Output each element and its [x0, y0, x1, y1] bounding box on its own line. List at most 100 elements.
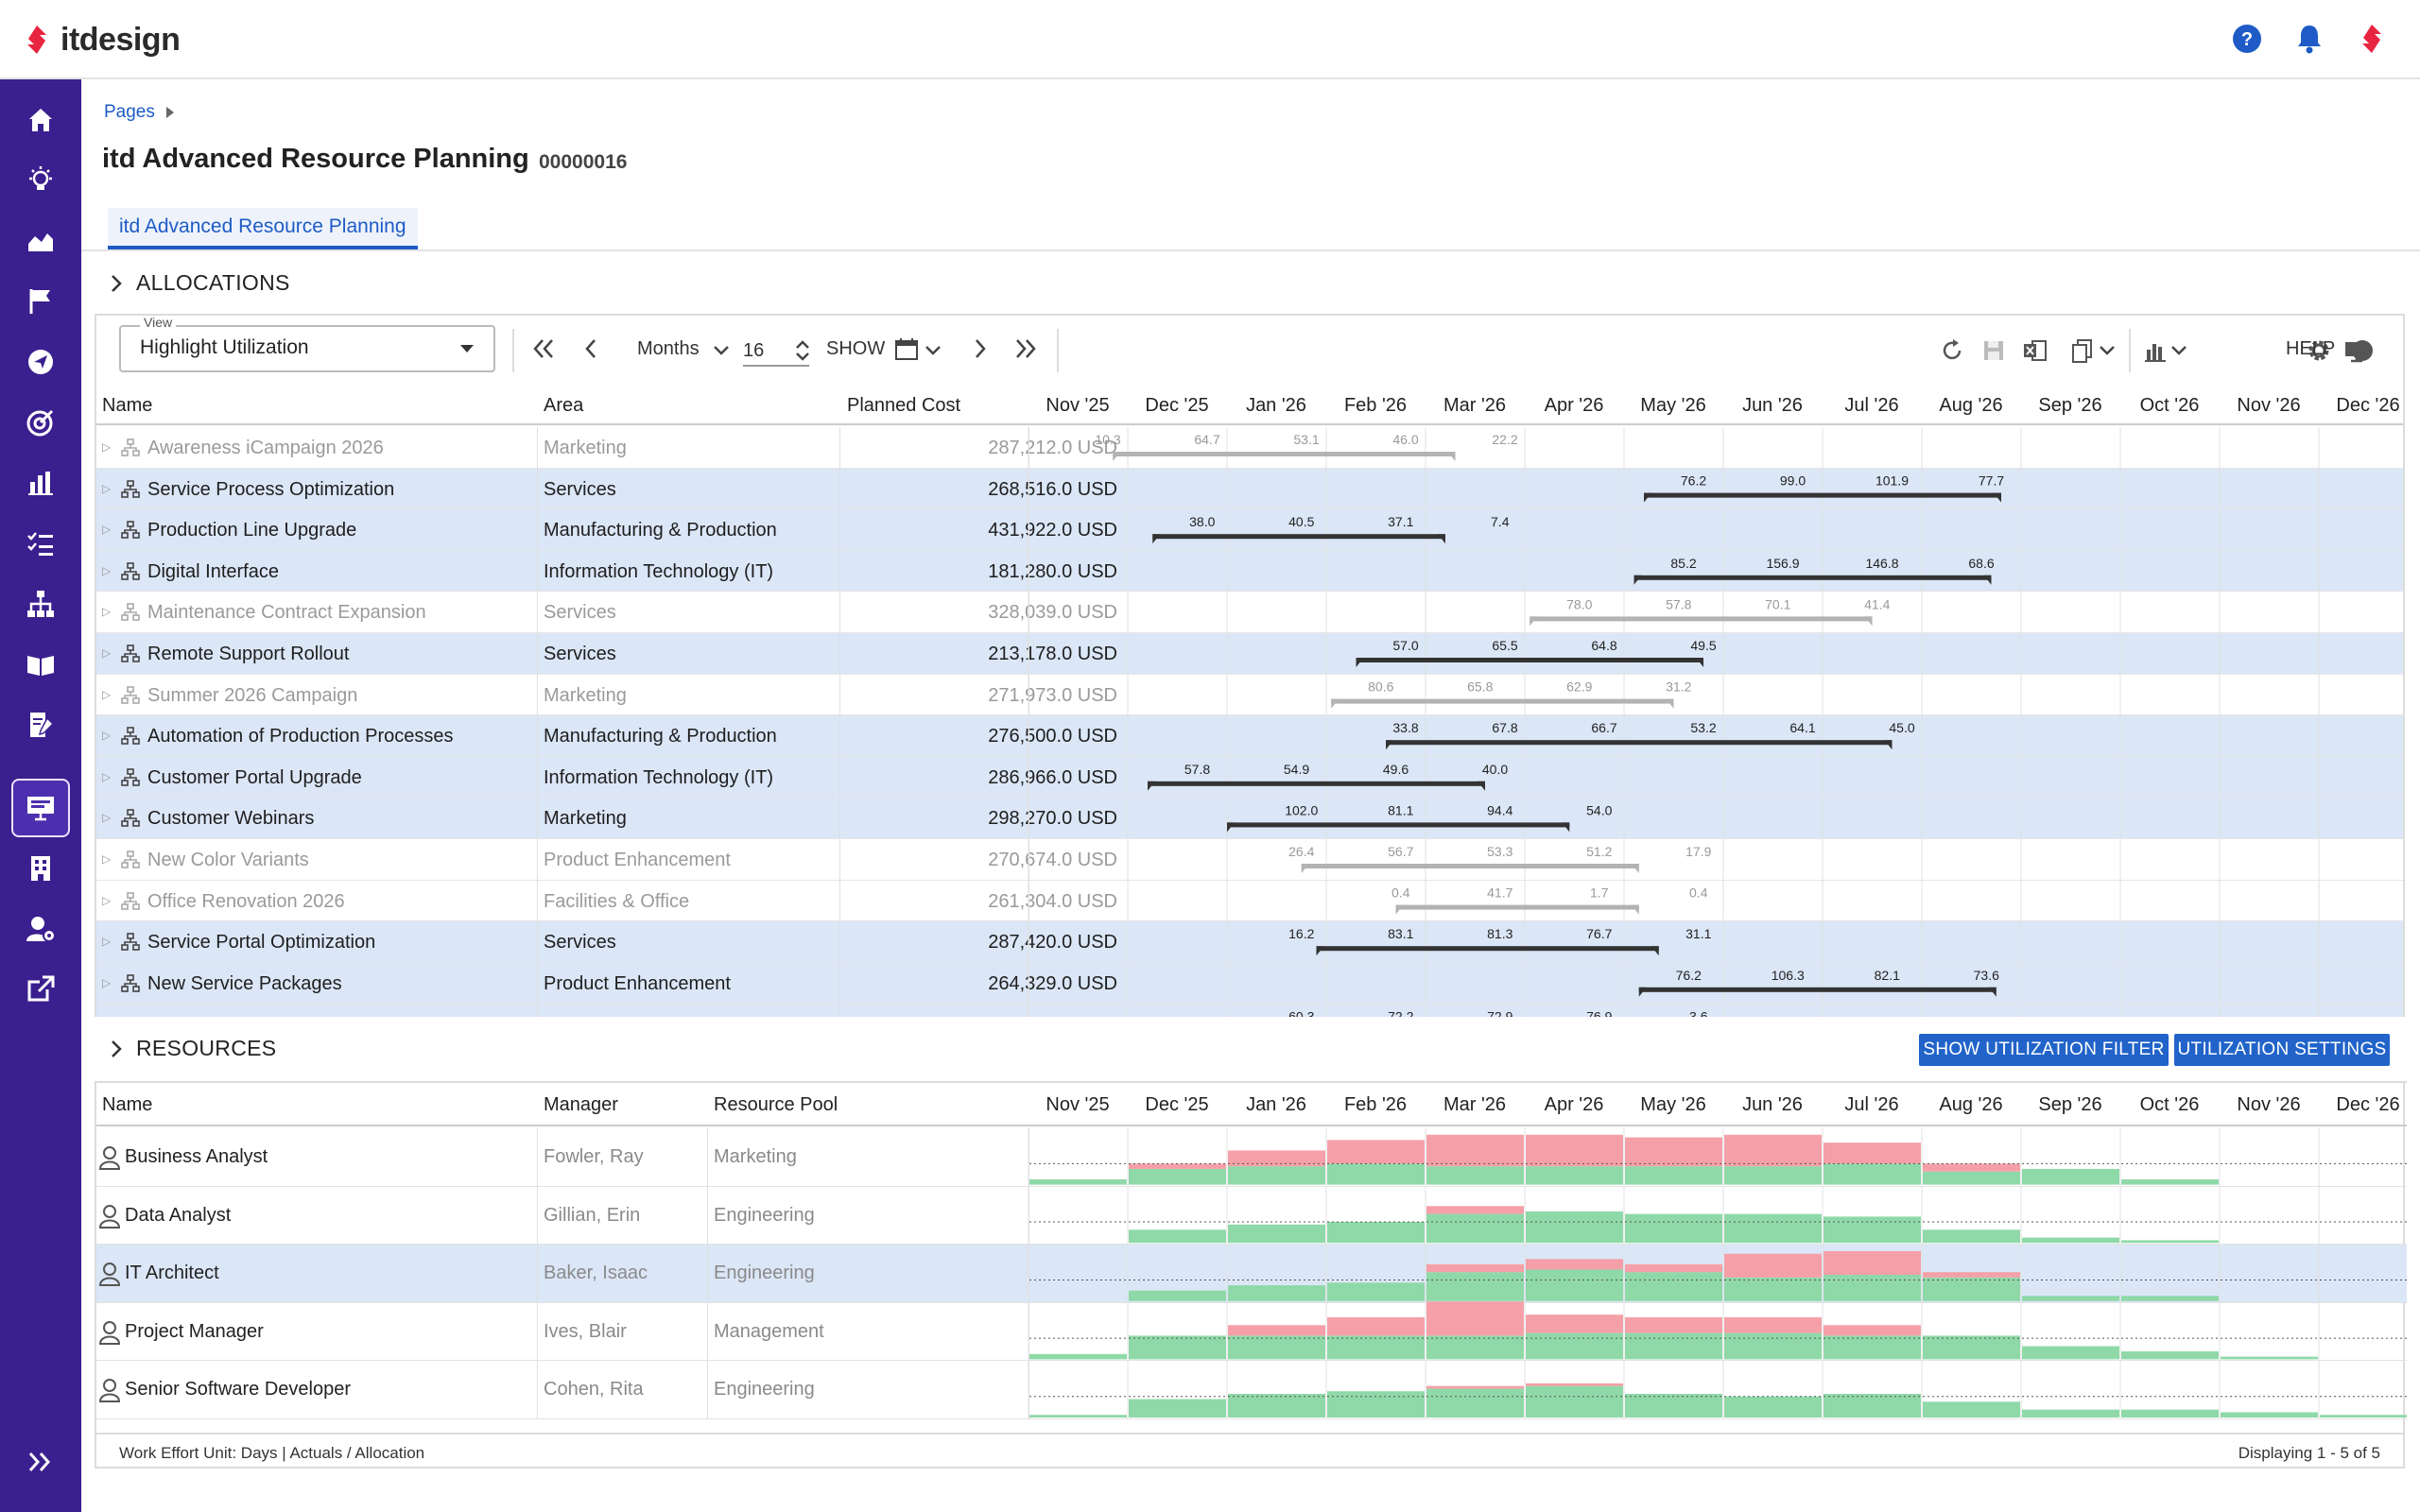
gantt-bar[interactable]: [1638, 987, 1996, 997]
sidebar-ideas[interactable]: [19, 159, 62, 202]
gantt-bar[interactable]: [1148, 781, 1485, 791]
present-screen-icon[interactable]: [2342, 336, 2371, 365]
sidebar-knowledge[interactable]: [19, 643, 62, 686]
save-icon[interactable]: [1979, 336, 2008, 365]
resource-name[interactable]: Data Analyst: [125, 1204, 232, 1226]
allocation-name[interactable]: Production Line Upgrade: [147, 520, 357, 541]
expand-caret-icon[interactable]: ▷: [102, 440, 112, 454]
column-header-resource-pool[interactable]: Resource Pool: [714, 1094, 838, 1115]
allocation-name[interactable]: Service Portal Optimization: [147, 932, 376, 954]
allocations-section-header[interactable]: ALLOCATIONS: [110, 270, 290, 296]
expand-caret-icon[interactable]: ▷: [102, 605, 112, 619]
allocation-row[interactable]: ▷ Service Process Optimization Services 268…: [96, 468, 2403, 510]
expand-caret-icon[interactable]: ▷: [102, 687, 112, 701]
expand-caret-icon[interactable]: ▷: [102, 769, 112, 783]
sidebar-resource-planning[interactable]: [11, 779, 70, 837]
settings-gear-icon[interactable]: [2305, 336, 2333, 365]
expand-caret-icon[interactable]: ▷: [102, 975, 112, 989]
allocation-row[interactable]: ▷ Summer 2026 Campaign Marketing 271,973.0 …: [96, 675, 2403, 716]
help-icon[interactable]: ?: [2227, 19, 2267, 59]
notifications-bell-icon[interactable]: [2290, 19, 2329, 59]
calendar-icon[interactable]: [892, 335, 921, 363]
first-page-icon[interactable]: [529, 335, 558, 363]
allocation-row[interactable]: ▷ Remote Support Rollout Services 213,178.0…: [96, 633, 2403, 675]
allocation-name[interactable]: Office Renovation 2026: [147, 890, 345, 912]
period-count-input[interactable]: 16: [743, 340, 765, 361]
last-page-icon[interactable]: [1011, 335, 1040, 363]
sidebar-reports[interactable]: [19, 461, 62, 505]
resource-row[interactable]: Project Manager Ives, Blair Management: [96, 1303, 2407, 1362]
allocation-row[interactable]: ▷ Awareness iCampaign 2026 Marketing 287,21…: [96, 427, 2403, 469]
allocation-row[interactable]: ▷ Automation of Production Processes Manuf…: [96, 715, 2403, 757]
gantt-bar[interactable]: [1530, 616, 1873, 627]
help-label[interactable]: HELP: [2286, 338, 2336, 359]
view-select[interactable]: View Highlight Utilization: [119, 316, 495, 372]
next-page-icon[interactable]: [966, 335, 994, 363]
allocation-name[interactable]: Customer Webinars: [147, 808, 315, 830]
sidebar-expand[interactable]: [19, 1440, 62, 1484]
gantt-bar[interactable]: [1227, 822, 1570, 833]
allocation-row[interactable]: ▷ Customer Portal Upgrade Information Tech…: [96, 756, 2403, 799]
allocation-name[interactable]: Customer Portal Upgrade: [147, 766, 362, 788]
resource-name[interactable]: Business Analyst: [125, 1146, 268, 1167]
allocation-name[interactable]: Remote Support Rollout: [147, 644, 350, 664]
show-utilization-filter-button[interactable]: SHOW UTILIZATION FILTER: [1919, 1034, 2169, 1066]
allocation-name[interactable]: New Service Packages: [147, 972, 342, 994]
sidebar-navigation[interactable]: [19, 340, 62, 384]
sidebar-home[interactable]: [19, 98, 62, 142]
expand-caret-icon[interactable]: ▷: [102, 481, 112, 495]
expand-caret-icon[interactable]: ▷: [102, 523, 112, 537]
allocation-row[interactable]: ▷ New Color Variants Product Enhancement 27…: [96, 839, 2403, 881]
sidebar-external-link[interactable]: [19, 968, 62, 1011]
allocation-name[interactable]: Service Process Optimization: [147, 478, 395, 500]
gantt-bar[interactable]: [1152, 534, 1445, 544]
chart-options-icon[interactable]: [2142, 336, 2170, 365]
allocation-name[interactable]: Maintenance Contract Expansion: [147, 602, 426, 624]
gantt-bar[interactable]: [1113, 452, 1456, 461]
allocation-name[interactable]: Automation of Production Processes: [147, 726, 454, 747]
sidebar-milestones[interactable]: [19, 280, 62, 323]
gantt-bar[interactable]: [1644, 492, 2001, 503]
resource-name[interactable]: Project Manager: [125, 1320, 264, 1342]
previous-page-icon[interactable]: [577, 335, 605, 363]
column-header-planned-cost[interactable]: Planned Cost: [847, 395, 961, 416]
column-header-area[interactable]: Area: [544, 395, 584, 416]
resources-section-header[interactable]: RESOURCES: [110, 1036, 276, 1061]
expand-caret-icon[interactable]: ▷: [102, 811, 112, 825]
resource-row[interactable]: Senior Software Developer Cohen, Rita Engi…: [96, 1361, 2407, 1419]
chevron-down-icon[interactable]: [2165, 336, 2193, 365]
gantt-bar[interactable]: [1331, 698, 1674, 709]
sidebar-documents[interactable]: [19, 703, 62, 747]
brand-logo[interactable]: itdesign: [21, 19, 181, 60]
resource-name[interactable]: Senior Software Developer: [125, 1379, 352, 1400]
column-header-resource-name[interactable]: Name: [102, 1094, 153, 1115]
tab-resource-planning[interactable]: itd Advanced Resource Planning: [108, 208, 418, 249]
allocation-row[interactable]: ▷ Maintenance Contract Expansion Services 3…: [96, 592, 2403, 633]
gantt-bar[interactable]: [1386, 740, 1893, 750]
sidebar-structure[interactable]: [19, 582, 62, 626]
allocation-row[interactable]: ▷ Service Portal Optimization Services 287,…: [96, 921, 2403, 963]
gantt-bar[interactable]: [1395, 904, 1639, 915]
expand-caret-icon[interactable]: ▷: [102, 893, 112, 907]
allocation-name[interactable]: New Color Variants: [147, 850, 309, 870]
sidebar-goals[interactable]: [19, 401, 62, 444]
column-header-name[interactable]: Name: [102, 395, 153, 416]
copy-icon[interactable]: [2068, 336, 2097, 365]
column-header-manager[interactable]: Manager: [544, 1094, 618, 1115]
expand-caret-icon[interactable]: ▷: [102, 563, 112, 577]
allocation-row[interactable]: [96, 1004, 2403, 1017]
expand-caret-icon[interactable]: ▷: [102, 852, 112, 866]
allocation-row[interactable]: ▷ Office Renovation 2026 Facilities & Offi…: [96, 881, 2403, 922]
chevron-down-icon[interactable]: [707, 336, 735, 365]
breadcrumb-pages-link[interactable]: Pages: [104, 102, 155, 122]
utilization-settings-button[interactable]: UTILIZATION SETTINGS: [2174, 1034, 2390, 1066]
allocation-row[interactable]: ▷ Production Line Upgrade Manufacturing & …: [96, 509, 2403, 551]
resource-row[interactable]: Data Analyst Gillian, Erin Engineering: [96, 1187, 2407, 1246]
allocation-row[interactable]: ▷ Customer Webinars Marketing 298,270.0 USD: [96, 798, 2403, 839]
gantt-bar[interactable]: [1356, 658, 1704, 667]
stepper-icon[interactable]: [788, 336, 817, 365]
sidebar-analytics[interactable]: [19, 219, 62, 263]
resource-row[interactable]: Business Analyst Fowler, Ray Marketing: [96, 1128, 2407, 1187]
allocation-name[interactable]: Digital Interface: [147, 560, 279, 582]
gantt-bar[interactable]: [1301, 864, 1639, 873]
